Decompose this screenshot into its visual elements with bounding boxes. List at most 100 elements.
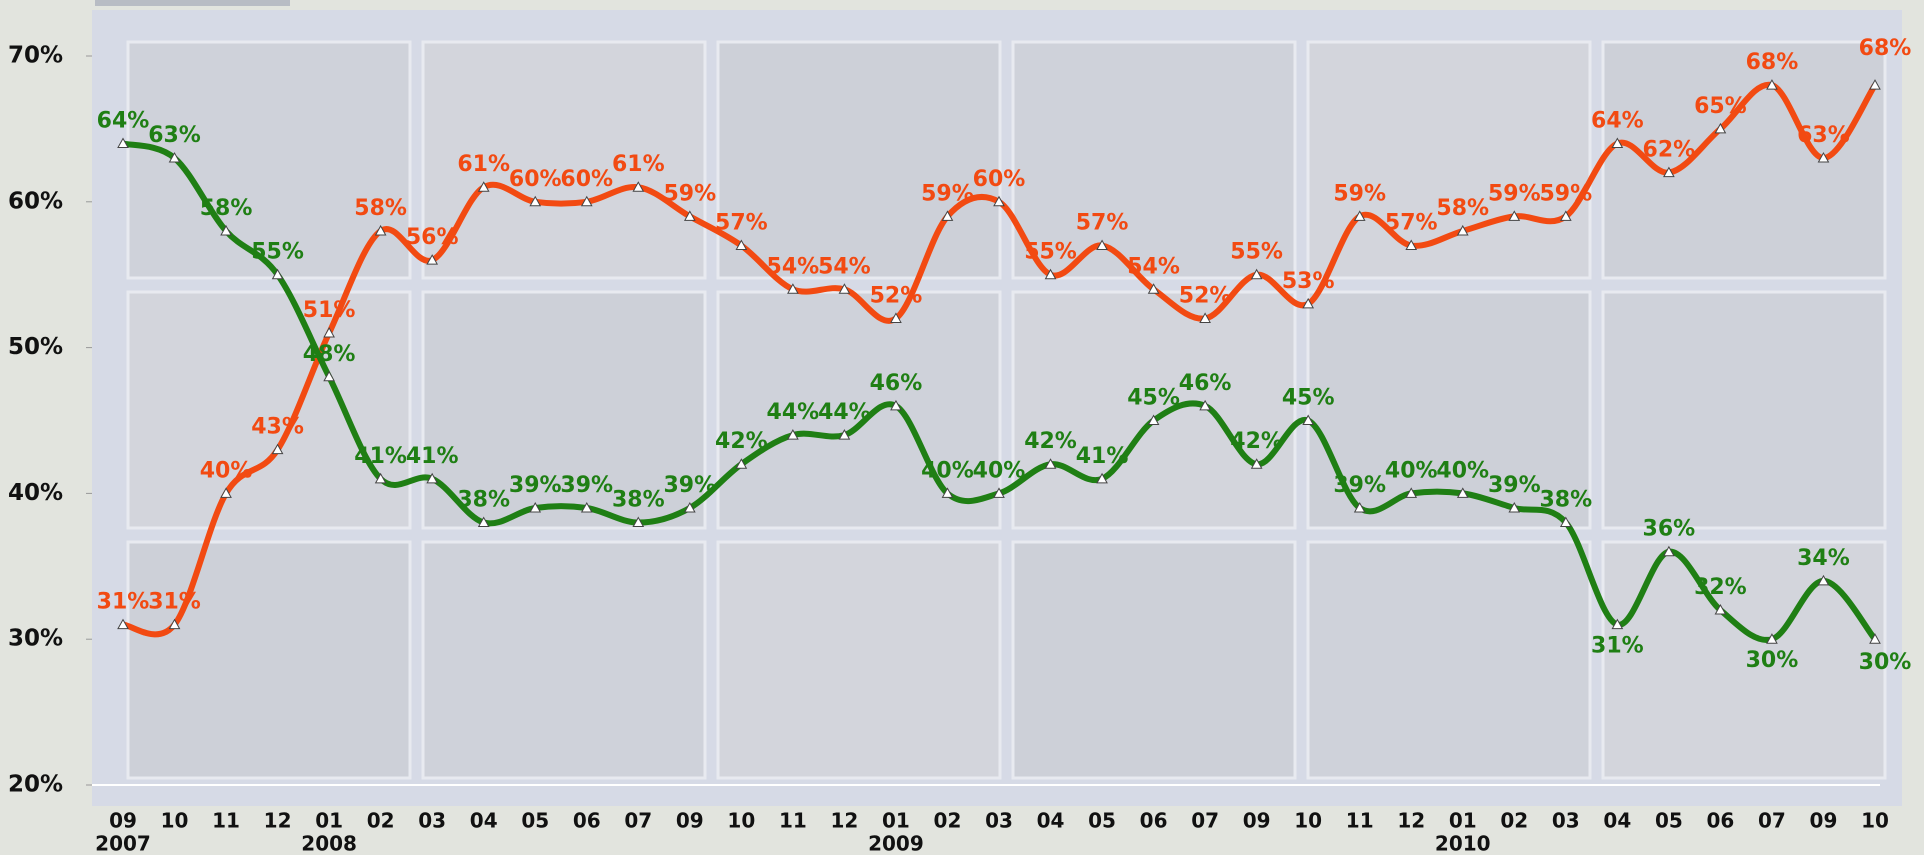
photo-panel bbox=[1603, 292, 1885, 528]
value-label: 61% bbox=[612, 152, 665, 177]
x-tick-label: 04 bbox=[1603, 809, 1631, 833]
value-label: 39% bbox=[560, 473, 613, 498]
value-label: 55% bbox=[1024, 240, 1077, 265]
x-tick-label: 02 bbox=[1500, 809, 1528, 833]
photo-panel bbox=[718, 42, 1000, 278]
value-label: 31% bbox=[148, 590, 201, 615]
x-tick-label: 03 bbox=[418, 809, 446, 833]
value-label: 52% bbox=[1179, 283, 1232, 308]
value-label: 46% bbox=[870, 371, 923, 396]
x-tick-label: 09 bbox=[1243, 809, 1271, 833]
value-label: 54% bbox=[767, 254, 820, 279]
value-label: 38% bbox=[1539, 488, 1592, 513]
value-label: 46% bbox=[1179, 371, 1232, 396]
value-label: 59% bbox=[1488, 181, 1541, 206]
photo-panel bbox=[718, 542, 1000, 778]
photo-panel bbox=[1308, 42, 1590, 278]
value-label: 42% bbox=[1230, 429, 1283, 454]
x-tick-label: 12 bbox=[830, 809, 858, 833]
value-label: 62% bbox=[1643, 138, 1696, 163]
y-tick-label: 50% bbox=[8, 334, 63, 360]
value-label: 34% bbox=[1797, 546, 1850, 571]
value-label: 60% bbox=[973, 167, 1026, 192]
value-label: 59% bbox=[921, 181, 974, 206]
value-label: 56% bbox=[406, 225, 459, 250]
x-tick-label: 11 bbox=[212, 809, 240, 833]
year-label: 2009 bbox=[868, 832, 924, 855]
value-label: 39% bbox=[509, 473, 562, 498]
value-label: 42% bbox=[715, 429, 768, 454]
x-tick-label: 09 bbox=[1810, 809, 1838, 833]
value-label: 54% bbox=[818, 254, 871, 279]
value-label: 30% bbox=[1859, 650, 1912, 675]
value-label: 38% bbox=[612, 488, 665, 513]
photo-panel bbox=[1308, 542, 1590, 778]
value-label: 31% bbox=[97, 590, 150, 615]
value-label: 65% bbox=[1694, 94, 1747, 119]
value-label: 31% bbox=[1591, 634, 1644, 659]
x-tick-label: 05 bbox=[1655, 809, 1683, 833]
chart: 20%30%40%50%60%70%0920071011120120080203… bbox=[0, 0, 1924, 855]
value-label: 68% bbox=[1859, 36, 1912, 61]
value-label: 39% bbox=[1333, 473, 1386, 498]
value-label: 68% bbox=[1746, 50, 1799, 75]
x-tick-label: 10 bbox=[1861, 809, 1889, 833]
value-label: 41% bbox=[354, 444, 407, 469]
year-label: 2008 bbox=[301, 832, 357, 855]
x-tick-label: 05 bbox=[521, 809, 549, 833]
value-label: 40% bbox=[1436, 458, 1489, 483]
value-label: 44% bbox=[767, 400, 820, 425]
year-label: 2007 bbox=[95, 832, 151, 855]
y-tick-label: 40% bbox=[8, 480, 63, 506]
x-tick-label: 06 bbox=[1140, 809, 1168, 833]
value-label: 58% bbox=[1436, 196, 1489, 221]
value-label: 44% bbox=[818, 400, 871, 425]
year-label: 2010 bbox=[1435, 832, 1491, 855]
value-label: 40% bbox=[200, 458, 253, 483]
value-label: 58% bbox=[200, 196, 253, 221]
x-tick-label: 02 bbox=[934, 809, 962, 833]
value-label: 55% bbox=[251, 240, 304, 265]
value-label: 40% bbox=[973, 458, 1026, 483]
value-label: 60% bbox=[560, 167, 613, 192]
x-tick-label: 04 bbox=[470, 809, 498, 833]
value-label: 64% bbox=[1591, 108, 1644, 133]
x-tick-label: 03 bbox=[985, 809, 1013, 833]
x-tick-label: 06 bbox=[1706, 809, 1734, 833]
x-tick-label: 04 bbox=[1037, 809, 1065, 833]
x-tick-label: 09 bbox=[676, 809, 704, 833]
value-label: 39% bbox=[663, 473, 716, 498]
value-label: 41% bbox=[1076, 444, 1129, 469]
value-label: 40% bbox=[921, 458, 974, 483]
y-tick-label: 70% bbox=[8, 43, 63, 69]
y-tick-label: 20% bbox=[8, 772, 63, 798]
x-tick-label: 02 bbox=[367, 809, 395, 833]
x-tick-label: 10 bbox=[1294, 809, 1322, 833]
value-label: 55% bbox=[1230, 240, 1283, 265]
x-tick-label: 01 bbox=[882, 809, 910, 833]
x-tick-label: 09 bbox=[109, 809, 137, 833]
value-label: 57% bbox=[1076, 211, 1129, 236]
value-label: 30% bbox=[1746, 648, 1799, 673]
y-tick-label: 30% bbox=[8, 626, 63, 652]
x-tick-label: 07 bbox=[1191, 809, 1219, 833]
value-label: 64% bbox=[97, 108, 150, 133]
x-tick-label: 10 bbox=[161, 809, 189, 833]
x-tick-label: 01 bbox=[315, 809, 343, 833]
value-label: 63% bbox=[1797, 123, 1850, 148]
value-label: 59% bbox=[1333, 181, 1386, 206]
value-label: 57% bbox=[1385, 211, 1438, 236]
value-label: 45% bbox=[1127, 386, 1180, 411]
value-label: 40% bbox=[1385, 458, 1438, 483]
x-tick-label: 05 bbox=[1088, 809, 1116, 833]
value-label: 63% bbox=[148, 123, 201, 148]
x-tick-label: 12 bbox=[1397, 809, 1425, 833]
photo-panel bbox=[128, 542, 410, 778]
value-label: 57% bbox=[715, 211, 768, 236]
photo-panel bbox=[128, 292, 410, 528]
value-label: 45% bbox=[1282, 386, 1335, 411]
value-label: 48% bbox=[303, 342, 356, 367]
x-tick-label: 03 bbox=[1552, 809, 1580, 833]
x-tick-label: 07 bbox=[1758, 809, 1786, 833]
value-label: 38% bbox=[457, 488, 510, 513]
